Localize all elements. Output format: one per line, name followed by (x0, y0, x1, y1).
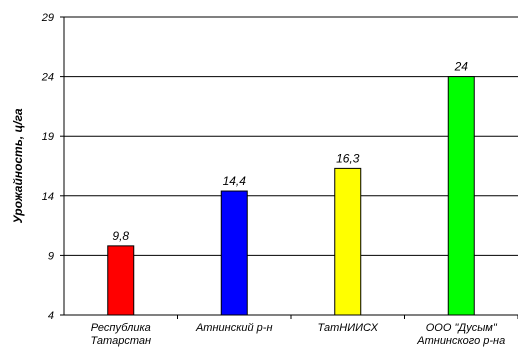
data-label: 9,8 (112, 229, 129, 243)
bar (447, 76, 475, 316)
category-label: Республика (91, 322, 151, 334)
bar (107, 245, 135, 316)
y-tick-label: 29 (41, 12, 54, 24)
category-label: Татарстан (90, 335, 151, 347)
y-tick-label: 19 (42, 131, 54, 143)
category-label: Атнинского р-на (416, 335, 505, 347)
category-label: Атнинский р-н (195, 322, 273, 334)
bars (107, 76, 475, 316)
category-label: ООО "Дусым" (426, 322, 498, 334)
axes (60, 16, 518, 319)
gridlines (64, 16, 518, 256)
data-label: 14,4 (223, 174, 247, 188)
y-tick-label: 4 (48, 310, 54, 322)
y-axis-title: Урожайность, ц/га (11, 108, 25, 223)
y-tick-label: 9 (48, 250, 54, 262)
bar (334, 167, 362, 316)
data-label: 24 (454, 60, 469, 74)
bar (220, 190, 248, 316)
y-tick-label: 14 (42, 191, 54, 203)
category-label: ТатНИИСХ (318, 322, 379, 334)
y-tick-label: 24 (41, 72, 54, 84)
data-label: 16,3 (336, 151, 360, 165)
